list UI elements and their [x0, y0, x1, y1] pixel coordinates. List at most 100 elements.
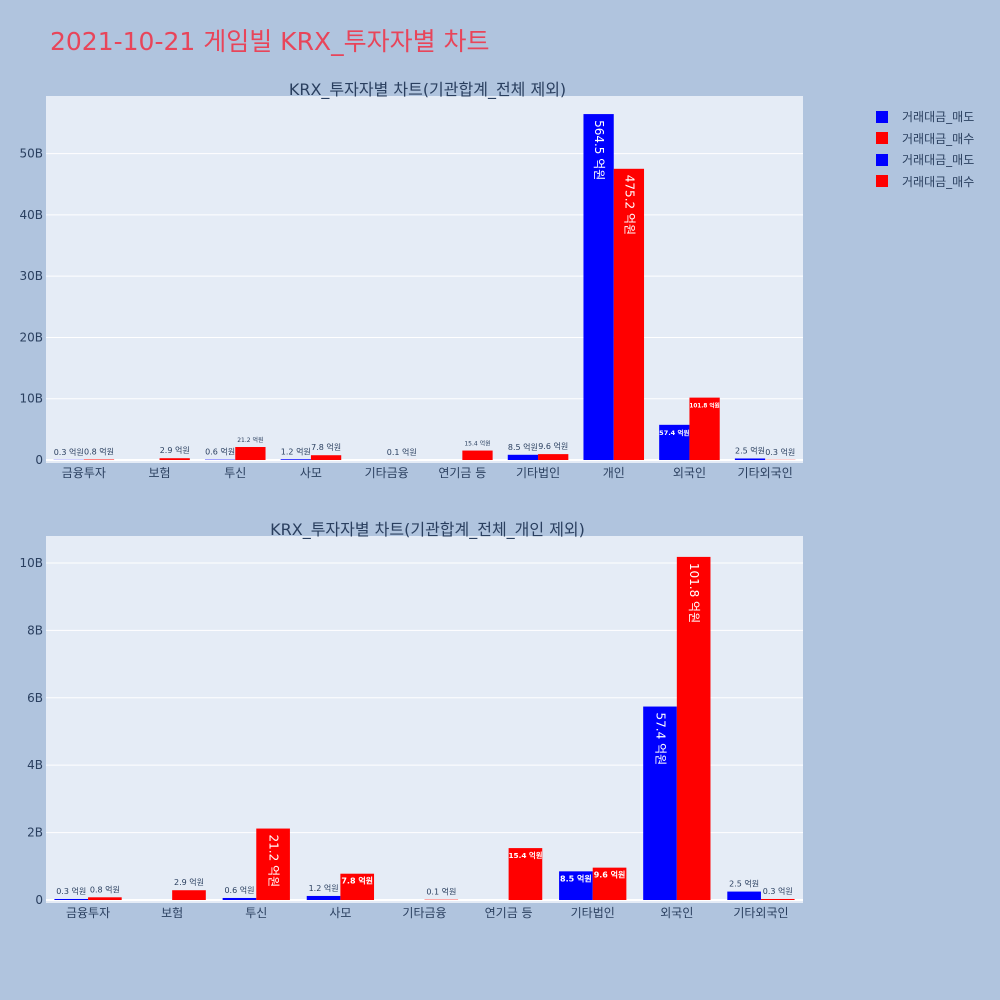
- bar: [310, 455, 342, 460]
- data-label: 7.8 억원: [311, 442, 341, 452]
- x-tick-label: 연기금 등: [485, 906, 533, 920]
- x-tick-label: 기타금융: [365, 466, 409, 480]
- data-label: 8.5 억원: [560, 873, 592, 883]
- data-label: 8.5 억원: [508, 442, 538, 452]
- data-label: 9.6 억원: [538, 441, 568, 451]
- y-tick-label: 0: [35, 893, 43, 907]
- x-tick-label: 기타법인: [516, 466, 560, 480]
- bar: [613, 168, 645, 461]
- data-label: 0.1 억원: [426, 887, 456, 897]
- data-label: 0.3 억원: [763, 886, 793, 896]
- data-label: 0.3 억원: [56, 886, 86, 896]
- plot-area: [46, 96, 803, 463]
- legend-swatch: [876, 132, 888, 145]
- legend-item[interactable]: 거래대금_매수: [876, 171, 974, 193]
- legend-swatch: [876, 175, 888, 188]
- data-label: 2.5 억원: [735, 445, 765, 455]
- page-title: 2021-10-21 게임빌 KRX_투자자별 차트: [50, 27, 490, 56]
- x-tick-label: 금융투자: [62, 466, 106, 480]
- data-label: 0.8 억원: [84, 447, 114, 457]
- bar: [508, 848, 543, 900]
- x-tick-label: 사모: [300, 466, 322, 480]
- bar: [280, 459, 311, 460]
- bar: [734, 458, 766, 460]
- legend-label: 거래대금_매도: [902, 110, 975, 125]
- chart-title: KRX_투자자별 차트(기관합계_전체 제외): [289, 80, 566, 100]
- data-label: 15.4 억원: [464, 440, 490, 448]
- data-label: 564.5 억원: [592, 120, 606, 180]
- bar: [559, 871, 593, 900]
- data-label: 1.2 억원: [281, 446, 311, 456]
- data-label: 21.2 억원: [237, 436, 263, 444]
- bar: [256, 828, 290, 900]
- y-tick-label: 10B: [19, 556, 43, 570]
- legend-item[interactable]: 거래대금_매수: [876, 128, 974, 150]
- bar: [592, 867, 627, 900]
- data-label: 15.4 억원: [508, 851, 542, 860]
- data-label: 57.4 억원: [659, 428, 689, 437]
- x-tick-label: 기타법인: [571, 906, 615, 920]
- bar: [88, 897, 122, 900]
- y-tick-label: 50B: [19, 147, 43, 161]
- data-label: 0.6 억원: [224, 885, 254, 895]
- bar: [676, 556, 711, 900]
- legend-label: 거래대금_매도: [902, 153, 975, 168]
- bar: [222, 897, 257, 900]
- data-label: 2.9 억원: [160, 445, 190, 455]
- bar: [583, 114, 614, 460]
- legend-swatch: [876, 153, 888, 166]
- data-label: 2.9 억원: [174, 877, 204, 887]
- legend-swatch: [876, 110, 888, 123]
- x-tick-label: 기타금융: [402, 906, 446, 920]
- bar: [659, 424, 690, 460]
- x-tick-label: 금융투자: [66, 906, 110, 920]
- bar: [235, 447, 266, 460]
- data-label: 101.8 억원: [687, 563, 701, 623]
- x-tick-label: 보험: [161, 906, 183, 920]
- y-tick-label: 2B: [27, 826, 43, 840]
- y-tick-label: 0: [35, 453, 43, 467]
- x-tick-label: 기타외국인: [733, 906, 788, 920]
- y-tick-label: 8B: [27, 623, 43, 637]
- data-label: 0.3 억원: [765, 447, 795, 457]
- data-label: 101.8 억원: [689, 402, 719, 410]
- data-label: 0.3 억원: [54, 447, 84, 457]
- x-tick-label: 외국인: [673, 466, 706, 480]
- y-tick-label: 6B: [27, 691, 43, 705]
- legend-label: 거래대금_매수: [902, 174, 975, 189]
- chart-title: KRX_투자자별 차트(기관합계_전체_개인 제외): [270, 520, 585, 540]
- x-tick-label: 투신: [245, 906, 267, 920]
- data-label: 9.6 억원: [594, 870, 626, 880]
- data-label: 57.4 억원: [654, 713, 668, 766]
- y-tick-label: 40B: [19, 208, 43, 222]
- data-label: 0.1 억원: [387, 447, 417, 457]
- bar: [760, 898, 795, 900]
- legend: 거래대금_매도 거래대금_매수 거래대금_매도 거래대금_매수: [876, 106, 974, 192]
- x-tick-label: 기타외국인: [738, 466, 793, 480]
- y-tick-label: 30B: [19, 269, 43, 283]
- x-tick-label: 연기금 등: [438, 466, 486, 480]
- y-tick-label: 4B: [27, 758, 43, 772]
- x-tick-label: 외국인: [660, 906, 693, 920]
- data-label: 2.5 억원: [729, 879, 759, 889]
- bar: [727, 891, 761, 900]
- legend-item[interactable]: 거래대금_매도: [876, 106, 974, 128]
- bar: [306, 895, 341, 900]
- bar: [643, 706, 677, 900]
- x-tick-label: 투신: [224, 466, 246, 480]
- data-label: 0.6 억원: [205, 447, 235, 457]
- data-label: 21.2 억원: [267, 835, 281, 888]
- bar: [507, 454, 539, 460]
- bar: [340, 873, 375, 900]
- x-tick-label: 사모: [329, 906, 351, 920]
- data-label: 475.2 억원: [622, 175, 636, 235]
- bar: [172, 890, 206, 900]
- y-tick-label: 20B: [19, 330, 43, 344]
- bar: [689, 397, 720, 460]
- data-label: 7.8 억원: [341, 876, 373, 886]
- legend-item[interactable]: 거래대금_매도: [876, 149, 974, 171]
- bar: [462, 450, 493, 460]
- data-label: 1.2 억원: [309, 883, 339, 893]
- bar: [159, 458, 190, 460]
